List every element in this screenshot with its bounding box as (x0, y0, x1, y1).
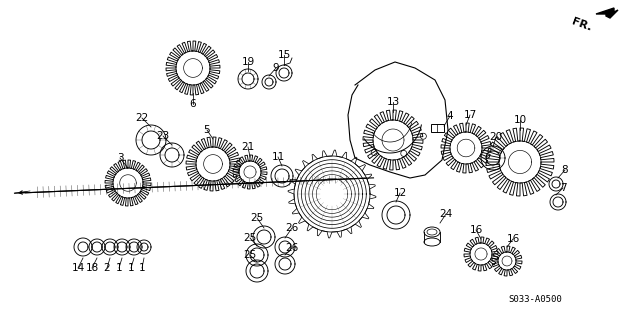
Text: 24: 24 (440, 209, 452, 219)
Text: 23: 23 (156, 131, 170, 141)
Text: 6: 6 (189, 99, 196, 109)
Text: 3: 3 (116, 153, 124, 163)
Text: 20: 20 (490, 132, 502, 142)
Text: 7: 7 (560, 183, 566, 193)
Text: 26: 26 (285, 223, 299, 233)
Text: FR.: FR. (571, 17, 593, 33)
Text: 12: 12 (394, 188, 406, 198)
Text: 25: 25 (250, 213, 264, 223)
Text: 16: 16 (506, 234, 520, 244)
Text: 1: 1 (116, 263, 122, 273)
Text: 1: 1 (139, 263, 145, 273)
Text: 18: 18 (85, 263, 99, 273)
Text: 4: 4 (447, 111, 453, 121)
Text: 2: 2 (104, 263, 110, 273)
Text: 10: 10 (513, 115, 527, 125)
Text: 14: 14 (72, 263, 84, 273)
Text: 8: 8 (562, 165, 568, 175)
Text: 17: 17 (463, 110, 477, 120)
Text: 9: 9 (273, 63, 279, 73)
Text: 25: 25 (243, 233, 257, 243)
Bar (431, 124, 444, 132)
Text: 21: 21 (241, 142, 255, 152)
Text: 26: 26 (285, 243, 299, 253)
Text: 15: 15 (277, 50, 291, 60)
Text: S033-A0500: S033-A0500 (508, 295, 562, 305)
Text: 25: 25 (243, 250, 257, 260)
Text: 19: 19 (241, 57, 255, 67)
Text: 16: 16 (469, 225, 483, 235)
Polygon shape (596, 8, 618, 18)
Text: 5: 5 (204, 125, 211, 135)
Text: 1: 1 (128, 263, 134, 273)
Text: 22: 22 (136, 113, 148, 123)
Text: 13: 13 (387, 97, 399, 107)
Text: 11: 11 (271, 152, 285, 162)
